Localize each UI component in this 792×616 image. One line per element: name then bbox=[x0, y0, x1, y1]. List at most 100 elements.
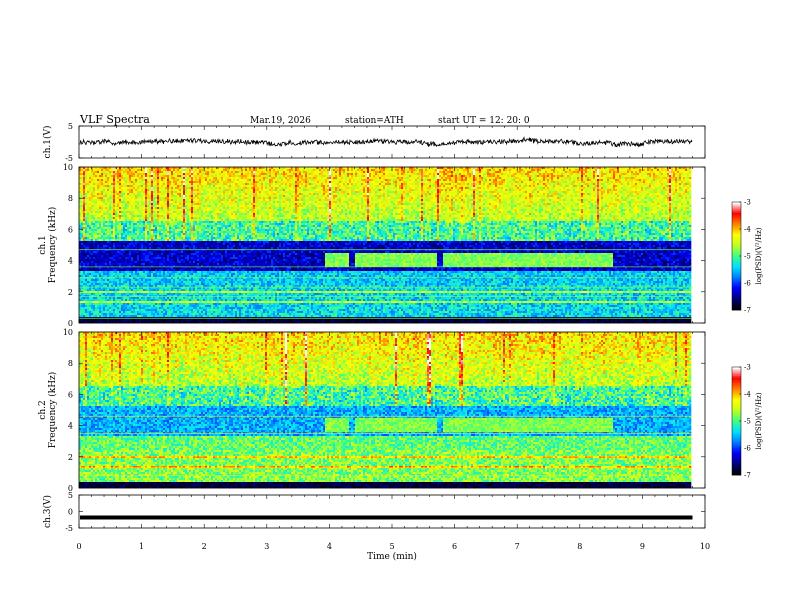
ch1-spectrogram-cell bbox=[135, 181, 137, 183]
ch1-spectrogram-cell bbox=[95, 257, 97, 259]
ch1-spectrogram-cell bbox=[85, 293, 87, 295]
ch1-spectrogram-cell bbox=[141, 301, 143, 303]
ch1-spectrogram-cell bbox=[153, 215, 155, 217]
ch1-spectrogram-cell bbox=[87, 303, 89, 305]
ch1-spectrogram-cell bbox=[105, 215, 107, 217]
ch1-spectrogram-cell bbox=[119, 175, 121, 177]
ch1-spectrogram-cell bbox=[135, 319, 137, 321]
ch1-spectrogram-cell bbox=[97, 195, 99, 197]
ch1-spectrogram-cell bbox=[145, 237, 147, 239]
ch1-spectrogram-cell bbox=[133, 233, 135, 235]
ch1-spectrogram-cell bbox=[137, 319, 139, 321]
ch1-spectrogram-cell bbox=[141, 251, 143, 253]
ch1-spectrogram-cell bbox=[81, 245, 83, 247]
ch1-spectrogram-cell bbox=[115, 239, 117, 241]
ch1-spectrogram-cell bbox=[109, 273, 111, 275]
ch1-spectrogram-cell bbox=[123, 171, 125, 173]
ch1-spectrogram-cell bbox=[127, 233, 129, 235]
ch1-spectrogram-cell bbox=[105, 231, 107, 233]
ch1-spectrogram-cell bbox=[89, 291, 91, 293]
ch1-spectrogram-cell bbox=[135, 217, 137, 219]
ch1-spectrogram-cell bbox=[131, 289, 133, 291]
ch1-spectrogram-cell bbox=[155, 211, 157, 213]
ch1-spectrogram-cell bbox=[119, 191, 121, 193]
ch1-spectrogram-cell bbox=[85, 273, 87, 275]
ch1-spectrogram-cell bbox=[141, 211, 143, 213]
ch1-spectrogram-cell bbox=[145, 181, 147, 183]
ch1-spectrogram-cell bbox=[129, 171, 131, 173]
ch1-spectrogram-cell bbox=[119, 289, 121, 291]
ch1-spectrogram-cell bbox=[139, 247, 141, 249]
ch1-spectrogram-cell bbox=[133, 237, 135, 239]
ch1-spectrogram-cell bbox=[161, 199, 163, 201]
ch1-spectrogram-cell bbox=[127, 211, 129, 213]
ch1-spectrogram-cell bbox=[131, 227, 133, 229]
figure-title: VLF Spectra bbox=[79, 113, 150, 126]
ch1-spectrogram-cell bbox=[111, 301, 113, 303]
ch1-spectrogram-cell bbox=[91, 305, 93, 307]
ch1-spectrogram-cell bbox=[157, 213, 159, 215]
ch1-spectrogram-cell bbox=[133, 175, 135, 177]
ch1-spectrogram-cell bbox=[139, 193, 141, 195]
ch1-spectrogram-cell bbox=[163, 301, 165, 303]
ch1-spectrogram-cell bbox=[135, 203, 137, 205]
ch1-spectrogram-cell bbox=[83, 313, 85, 315]
ch1-spectrogram-cell bbox=[125, 195, 127, 197]
ch1-spectrogram-cell bbox=[117, 243, 119, 245]
ch1-spectrogram-cell bbox=[171, 179, 173, 181]
ch1-spectrogram-cell bbox=[127, 183, 129, 185]
ch1-spectrogram-cell bbox=[139, 211, 141, 213]
ch1-spectrogram-cell bbox=[169, 311, 171, 313]
ch1-spectrogram-cell bbox=[139, 189, 141, 191]
ch1-spectrogram-cell bbox=[161, 253, 163, 255]
ch1-spectrogram-cell bbox=[169, 301, 171, 303]
ch1-spectrogram-cell bbox=[165, 193, 167, 195]
ch1-spectrogram-cell bbox=[145, 313, 147, 315]
ch1-spectrogram-cell bbox=[135, 201, 137, 203]
ch1-spectrogram-cell bbox=[171, 211, 173, 213]
ch1-spectrogram-cell bbox=[115, 319, 117, 321]
ch1-spectrogram-cell bbox=[109, 227, 111, 229]
ch1-spectrogram-cell bbox=[169, 223, 171, 225]
ch1-spectrogram-cell bbox=[109, 251, 111, 253]
ch1-spectrogram-cell bbox=[103, 297, 105, 299]
ch1-spectrogram-cell bbox=[107, 303, 109, 305]
ch1-spectrogram-cell bbox=[173, 175, 175, 177]
ch1-spectrogram-cell bbox=[115, 313, 117, 315]
ch1-spectrogram-cell bbox=[155, 301, 157, 303]
ch1-spectrogram-cell bbox=[159, 247, 161, 249]
ch1-spectrogram-cell bbox=[143, 257, 145, 259]
ch1-spectrogram-cell bbox=[139, 261, 141, 263]
ch1-spectrogram-cell bbox=[103, 239, 105, 241]
ch1-spectrogram-cell bbox=[155, 227, 157, 229]
ch1-spectrogram-cell bbox=[93, 279, 95, 281]
ch1-spectrogram-cell bbox=[83, 257, 85, 259]
ch1-spectrogram-cell bbox=[97, 191, 99, 193]
ch1-spectrogram-cell bbox=[165, 215, 167, 217]
ch1-spectrogram-cell bbox=[105, 257, 107, 259]
ch1-spectrogram-cell bbox=[89, 207, 91, 209]
ch1-spectrogram-cell bbox=[119, 215, 121, 217]
ch1-spectrogram-cell bbox=[133, 313, 135, 315]
ch1-spectrogram-cell bbox=[91, 197, 93, 199]
ch1-spectrogram-cell bbox=[89, 311, 91, 313]
ch1-spectrogram-cell bbox=[111, 271, 113, 273]
ch1-spectrogram-cell bbox=[85, 301, 87, 303]
ch1-spectrogram-cell bbox=[149, 225, 151, 227]
ch1-spectrogram-cell bbox=[145, 183, 147, 185]
ch1-spectrogram-cell bbox=[129, 219, 131, 221]
ch1-spectrogram-cell bbox=[101, 273, 103, 275]
ch1-spectrogram-cell bbox=[105, 189, 107, 191]
ch1-spectrogram-cell bbox=[149, 259, 151, 261]
ch1-spectrogram-cell bbox=[115, 195, 117, 197]
ch1-spectrogram-cell bbox=[101, 203, 103, 205]
ch1-spectrogram-cell bbox=[169, 253, 171, 255]
ch1-spectrogram-cell bbox=[155, 235, 157, 237]
ch1-spectrogram-cell bbox=[115, 171, 117, 173]
ch1-spectrogram-cell bbox=[129, 309, 131, 311]
ch1-spectrogram-cell bbox=[105, 271, 107, 273]
ch1-spectrogram-cell bbox=[155, 171, 157, 173]
ch1-spectrogram-cell bbox=[101, 261, 103, 263]
ch1-spectrogram-cell bbox=[123, 289, 125, 291]
ch1-spectrogram-cell bbox=[131, 185, 133, 187]
